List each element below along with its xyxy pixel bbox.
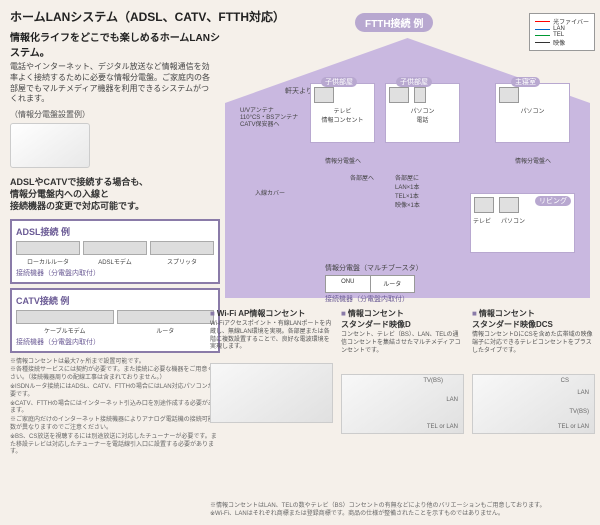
note-item: ※各種接続サービスには契約が必要です。また接続に必要な機器をご用意ください。（接… — [10, 367, 220, 383]
adsl-diagram: ADSL接続 例 ローカルルータ ADSLモデム スプリッタ 接続機器（分電盤内… — [10, 219, 220, 284]
equip-box — [83, 241, 147, 255]
note-item: ※ご家庭内だけのインターネット接続機器によりアナログ電話機の接続可能台数が異なり… — [10, 417, 220, 433]
dist-panel-label: 情報分電盤（マルチブースタ） — [325, 263, 423, 273]
outlet-row: Wi-Fi AP情報コンセント Wi-Fiアクセスポイント・有線LANポートを内… — [210, 308, 595, 434]
note-item: ※ISDNルータ接続にはADSL、CATV、FTTHの場合にはLAN対応パソコン… — [10, 384, 220, 400]
port-label: TEL or LAN — [427, 424, 458, 430]
note-item: ※BS、CS放送を視聴するには別途放送に対応したチューナーが必要です。また移設テ… — [10, 434, 220, 457]
phone-icon — [414, 87, 426, 103]
equip-box — [150, 241, 214, 255]
tv-icon — [474, 197, 494, 213]
adsl-catv-note: ADSLやCATVで接続する場合も、 情報分電盤内への入線と 接続機器の変更で対… — [10, 176, 220, 212]
to-dist-label: 情報分電盤へ — [515, 156, 551, 165]
device-label: パソコン — [498, 106, 567, 115]
panel-photo — [10, 123, 90, 168]
device-label: パソコン — [388, 106, 457, 115]
device-label: パソコン — [501, 216, 525, 225]
room-child1: 子供部屋 テレビ 情報コンセント — [310, 83, 375, 143]
room-child2: 子供部屋 パソコン 電話 — [385, 83, 460, 143]
equip-box — [16, 241, 80, 255]
room-tag: 子供部屋 — [396, 77, 432, 87]
left-notes: ※情報コンセントは最大7ヶ所まで設置可能です。 ※各種接続サービスには契約が必要… — [10, 359, 220, 458]
outlet-desc: 情報コンセントDにCSを含めた広帯域の映像端子に対応できるテレビコンセントをプラ… — [472, 332, 595, 370]
outlet-std-dcs: 情報コンセント スタンダード映像DCS 情報コンセントDにCSを含めた広帯域の映… — [472, 308, 595, 434]
dist-connect-label: 接続機器（分電盤内取付） — [325, 294, 409, 304]
footnote-item: ※Wi-Fi、LANはそれぞれ商標または登録商標です。商品の仕様が整備されたこと… — [210, 511, 595, 519]
catv-title: CATV接続 例 — [16, 294, 214, 307]
distribution-panel: ONU ルータ — [325, 275, 415, 293]
house-diagram-area: FTTH接続 例 光ファイバー LAN TEL 映像 軒天より入線 U/Vアンテ… — [215, 8, 595, 308]
each-room-label: 各部屋へ — [350, 173, 374, 182]
antenna-label: U/Vアンテナ 110°CS・BSアンテナ CATV保安器へ — [240, 108, 298, 130]
adsl-title: ADSL接続 例 — [16, 225, 214, 238]
subtitle: 情報化ライフをどこでも楽しめるホームLANシステム。 — [10, 29, 220, 59]
equip-label: ルータ — [117, 326, 215, 335]
description-text: 電話やインターネット、デジタル放送など情報通信を効率よく接続するために必要な情報… — [10, 62, 210, 105]
device-label: テレビ — [473, 216, 491, 225]
equip-label: ローカルルータ — [16, 257, 80, 266]
device-label: テレビ — [313, 106, 372, 115]
equip-label: ADSLモデム — [83, 257, 147, 266]
port-label: LAN — [577, 390, 589, 396]
note-item: ※CATV、FTTHの場合にはインターネット引込み口を別途作成する必要があります… — [10, 401, 220, 417]
equip-label: スプリッタ — [150, 257, 214, 266]
equip-label: ケーブルモデム — [16, 326, 114, 335]
room-tag: 子供部屋 — [321, 77, 357, 87]
device-label: 電話 — [388, 115, 457, 124]
pc-icon — [499, 87, 519, 103]
dist-item: ONU — [326, 276, 371, 292]
room-spec-label: 各部屋に LAN×1本 TEL×1本 映像×1本 — [395, 173, 420, 209]
outlet-title: Wi-Fi AP情報コンセント — [210, 308, 333, 319]
outlet-wifi: Wi-Fi AP情報コンセント Wi-Fiアクセスポイント・有線LANポートを内… — [210, 308, 333, 434]
outlet-photo: CS LAN TV(BS) TEL or LAN — [472, 374, 595, 434]
port-label: TEL or LAN — [558, 424, 589, 430]
footnotes: ※情報コンセントはLAN、TELの数やテレビ（BS）コンセントの有無などにより他… — [210, 503, 595, 519]
note-item: ※情報コンセントは最大7ヶ所まで設置可能です。 — [10, 359, 220, 367]
pc-icon — [389, 87, 409, 103]
port-label: TV(BS) — [423, 378, 443, 384]
port-label: TV(BS) — [569, 409, 589, 415]
catv-diagram: CATV接続 例 ケーブルモデム ルータ 接続機器（分電盤内取付） — [10, 288, 220, 353]
outlet-std-d: 情報コンセント スタンダード映像D コンセント、テレビ（BS）、LAN、TELの… — [341, 308, 464, 434]
room-master: 主寝室 パソコン — [495, 83, 570, 143]
outlet-desc: コンセント、テレビ（BS）、LAN、TELの通信コンセントを集結させたマルチメデ… — [341, 332, 464, 370]
outlet-photo: TV(BS) LAN TEL or LAN — [341, 374, 464, 434]
outlet-desc: Wi-Fiアクセスポイント・有線LANポートを内蔵し、無線LAN環境を実現。各部… — [210, 321, 333, 359]
ftth-label: FTTH接続 例 — [355, 13, 433, 32]
outlet-photo — [210, 363, 333, 423]
to-dist-label: 情報分電盤へ — [325, 156, 361, 165]
legend-label: 光ファイバー — [553, 17, 589, 26]
port-label: CS — [561, 378, 569, 384]
equip-box — [117, 310, 215, 324]
room-tag: 主寝室 — [511, 77, 540, 87]
port-label: LAN — [446, 397, 458, 403]
equip-box — [16, 310, 114, 324]
outlet-title: 情報コンセント スタンダード映像D — [341, 308, 464, 330]
room-living: リビング テレビ パソコン — [470, 193, 575, 253]
dist-item: ルータ — [371, 276, 415, 292]
room-tag: リビング — [535, 196, 571, 206]
connect-label: 接続機器（分電盤内取付） — [16, 337, 214, 347]
connect-label: 接続機器（分電盤内取付） — [16, 268, 214, 278]
tv-icon — [314, 87, 334, 103]
pc-icon — [499, 197, 519, 213]
outlet-label: 情報コンセント — [313, 115, 372, 124]
outlet-title: 情報コンセント スタンダード映像DCS — [472, 308, 595, 330]
cover-label: 入線カバー — [255, 188, 285, 197]
install-example-label: （情報分電盤設置例） — [10, 109, 220, 120]
